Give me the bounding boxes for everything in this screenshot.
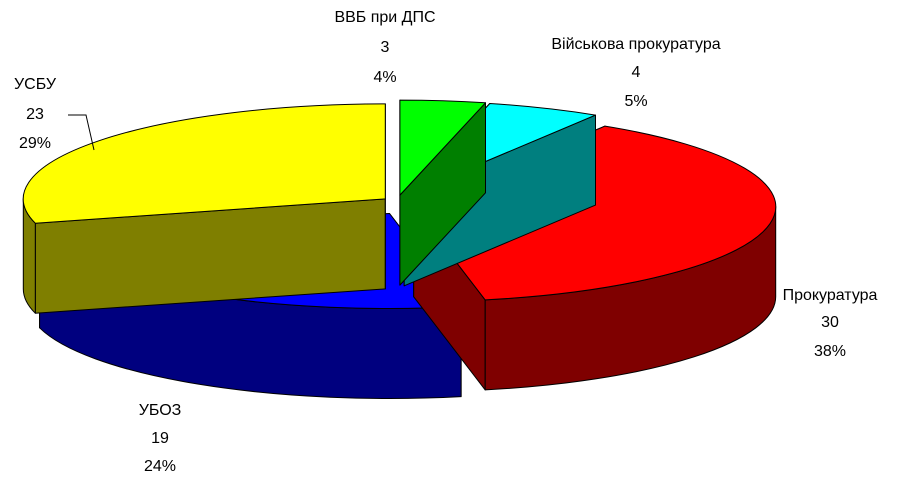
category-label: Прокуратура	[783, 287, 878, 304]
slice	[22, 103, 386, 224]
category-label: УСБУ	[14, 76, 57, 93]
value-label: 3	[381, 39, 390, 56]
category-label: Військова прокуратура	[551, 36, 720, 53]
value-label: 30	[821, 314, 839, 331]
leader-line	[68, 114, 95, 151]
value-label: 23	[26, 106, 44, 123]
percent-label: 24%	[144, 458, 176, 475]
percent-label: 5%	[624, 93, 647, 110]
percent-label: 4%	[373, 69, 396, 86]
value-label: 4	[632, 64, 641, 81]
category-label: ВВБ при ДПС	[334, 9, 435, 26]
percent-label: 38%	[814, 343, 846, 360]
labels: ВВБ при ДПС 3 4% Військова прокуратура 4 5% Пр…	[14, 9, 878, 475]
category-label: УБОЗ	[139, 402, 182, 419]
pie	[22, 99, 777, 399]
slice	[399, 99, 486, 196]
percent-label: 29%	[19, 135, 51, 152]
value-label: 19	[151, 430, 169, 447]
